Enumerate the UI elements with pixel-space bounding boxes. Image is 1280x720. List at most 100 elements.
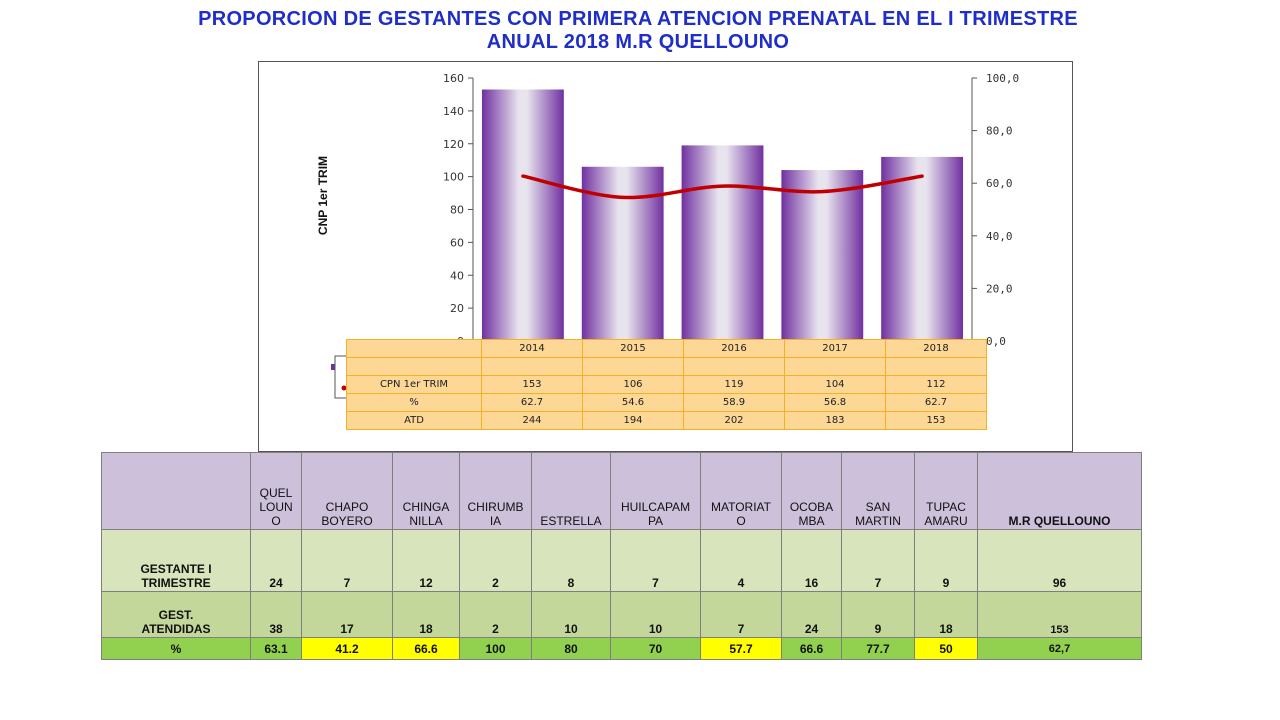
column-header-line: CHIRUMB [467, 500, 524, 514]
column-header-line: M.R QUELLOUNO [1008, 514, 1111, 528]
column-header-line: OCOBA [789, 500, 834, 514]
table-column-header: MATORIAT O [700, 452, 782, 530]
table-cell: 12 [392, 529, 460, 592]
table-row-label: GESTANTE I TRIMESTRE [101, 529, 251, 592]
table-column-header: CHIRUMB IA [459, 452, 532, 530]
table-cell: 80 [531, 637, 611, 660]
table-cell: 16 [781, 529, 842, 592]
data-table-row: ATD 244 194 202 183 153 [346, 411, 987, 430]
column-header-line: HUILCAPAM [620, 500, 691, 514]
table-cell: 62,7 [977, 637, 1142, 660]
column-header-line: O [736, 514, 746, 528]
data-table-year: 2014 [481, 339, 583, 358]
table-cell: 18 [914, 591, 978, 638]
table-cell: 63.1 [250, 637, 302, 660]
column-header-line: CHINGA [402, 500, 450, 514]
table-column-header: TUPAC AMARU [914, 452, 978, 530]
left-tick-label: 40 [450, 269, 464, 282]
column-header-line: IA [489, 514, 502, 528]
data-table-row-label: ATD [346, 411, 482, 430]
table-cell: 2 [459, 529, 532, 592]
table-cell: 10 [610, 591, 701, 638]
y-axis-title: CNP 1er TRIM [316, 156, 330, 235]
table-cell: 41.2 [301, 637, 393, 660]
right-tick-label: 40,0 [986, 230, 1013, 243]
column-header-line: AMARU [924, 514, 968, 528]
column-header-line: SAN [865, 500, 891, 514]
data-table-cell: 194 [582, 411, 684, 430]
row-label-line: ATENDIDAS [141, 622, 211, 636]
data-table-cell: 112 [885, 375, 987, 394]
column-header-line: LOUN [259, 500, 293, 514]
column-header-line: PA [647, 514, 664, 528]
data-table-cell [885, 357, 987, 376]
data-table-cell: 58.9 [683, 393, 785, 412]
bar-2017 [781, 170, 864, 341]
table-cell: 9 [841, 591, 915, 638]
bar-2014 [481, 89, 564, 341]
column-header-line: O [271, 514, 281, 528]
title-line-1: PROPORCION DE GESTANTES CON PRIMERA ATEN… [198, 8, 1078, 30]
table-row: GESTANTE I TRIMESTRE 24 7 12 2 8 7 4 16 7 9 96 [101, 529, 1142, 592]
right-tick-label: 0,0 [986, 335, 1006, 348]
data-table-cell: 244 [481, 411, 583, 430]
row-label-line: GEST. [158, 608, 194, 622]
data-table-cell [784, 357, 886, 376]
data-table-row [346, 357, 987, 376]
data-table-cell: 153 [885, 411, 987, 430]
row-label-line: TRIMESTRE [141, 576, 211, 590]
right-tick-label: 20,0 [986, 282, 1013, 295]
data-table-year: 2017 [784, 339, 886, 358]
column-header-line: ESTRELLA [540, 514, 602, 528]
data-table-row-label: % [346, 393, 482, 412]
table-column-header: CHINGA NILLA [392, 452, 460, 530]
data-table-row: % 62.7 54.6 58.9 56.8 62.7 [346, 393, 987, 412]
table-column-header: HUILCAPAM PA [610, 452, 701, 530]
table-cell: 96 [977, 529, 1142, 592]
data-table-cell: 153 [481, 375, 583, 394]
table-row-label: GEST. ATENDIDAS [101, 591, 251, 638]
table-cell: 8 [531, 529, 611, 592]
table-row-label: % [101, 637, 251, 660]
row-label-line: % [170, 641, 182, 656]
data-table-year: 2015 [582, 339, 684, 358]
left-tick-label: 140 [443, 105, 464, 118]
data-table-cell: 54.6 [582, 393, 684, 412]
left-tick-label: 100 [443, 171, 464, 184]
column-header-line: CHAPO [325, 500, 369, 514]
table-row: % 63.1 41.2 66.6 100 80 70 57.7 66.6 77.7 50 62,7 [101, 637, 1142, 660]
chart-frame: 0204060801001201401600,020,040,060,080,0… [258, 61, 1073, 452]
page-title: PROPORCION DE GESTANTES CON PRIMERA ATEN… [0, 8, 1276, 54]
summary-table: QUEL LOUN O CHAPO BOYERO CHINGA NILLA CHIRUMB IA… [101, 452, 1142, 660]
data-table-row-label: CPN 1er TRIM [346, 375, 482, 394]
table-cell: 4 [700, 529, 782, 592]
column-header-line: NILLA [409, 514, 443, 528]
table-header-row: QUEL LOUN O CHAPO BOYERO CHINGA NILLA CHIRUMB IA… [101, 452, 1142, 530]
table-cell: 18 [392, 591, 460, 638]
column-header-line: MARTIN [855, 514, 901, 528]
column-header-line: QUEL [259, 486, 293, 500]
table-column-header: QUEL LOUN O [250, 452, 302, 530]
right-tick-label: 100,0 [986, 72, 1019, 85]
left-tick-label: 160 [443, 72, 464, 85]
data-table-corner [346, 339, 482, 358]
column-header-line: BOYERO [321, 514, 373, 528]
data-table-cell [582, 357, 684, 376]
right-tick-label: 60,0 [986, 177, 1013, 190]
table-cell: 50 [914, 637, 978, 660]
column-header-line: TUPAC [926, 500, 966, 514]
table-cell: 7 [301, 529, 393, 592]
data-table-cell: 202 [683, 411, 785, 430]
data-table-cell [683, 357, 785, 376]
row-label-line: GESTANTE I [140, 562, 212, 576]
table-corner [101, 452, 251, 530]
data-table-cell [481, 357, 583, 376]
table-cell: 9 [914, 529, 978, 592]
table-column-header: OCOBA MBA [781, 452, 842, 530]
left-tick-label: 120 [443, 138, 464, 151]
left-tick-label: 60 [450, 236, 464, 249]
table-cell: 2 [459, 591, 532, 638]
table-cell: 77.7 [841, 637, 915, 660]
table-cell: 57.7 [700, 637, 782, 660]
data-table-cell: 56.8 [784, 393, 886, 412]
